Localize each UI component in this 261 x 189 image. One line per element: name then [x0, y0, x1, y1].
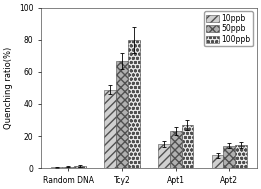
Bar [62, 167, 74, 168]
Bar [235, 145, 247, 168]
Bar [116, 61, 128, 168]
Bar [182, 125, 193, 168]
Y-axis label: Quenching ratio(%): Quenching ratio(%) [4, 47, 13, 129]
Bar [51, 167, 62, 168]
Bar [170, 131, 182, 168]
Legend: 10ppb, 50ppb, 100ppb: 10ppb, 50ppb, 100ppb [204, 12, 253, 46]
Bar [158, 144, 170, 168]
Bar [212, 155, 223, 168]
Bar [74, 166, 86, 168]
Bar [223, 146, 235, 168]
Bar [128, 40, 140, 168]
Bar [104, 90, 116, 168]
